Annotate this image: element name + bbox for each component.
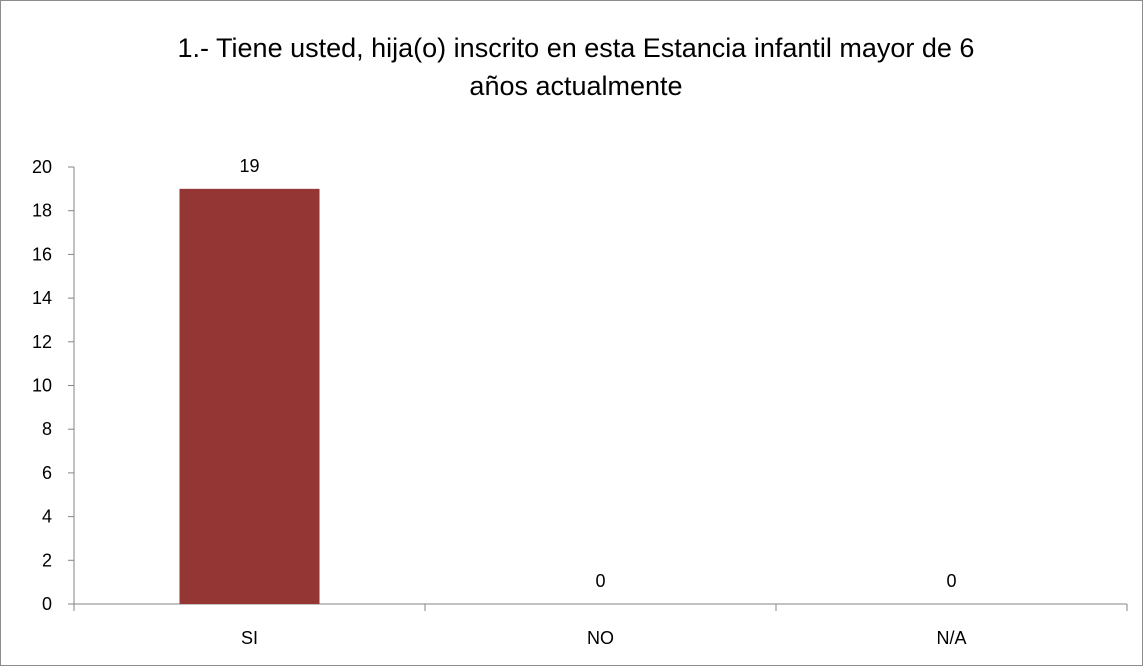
y-tick-label: 2	[42, 550, 52, 570]
data-label: 0	[946, 571, 956, 591]
y-tick-label: 10	[32, 376, 52, 396]
y-tick-label: 8	[42, 419, 52, 439]
y-axis-group: 0 2 4 6 8 10 12 14 16 18 20	[32, 157, 75, 614]
y-tick-label: 16	[32, 244, 52, 264]
data-label: 19	[239, 156, 259, 176]
y-tick-label: 12	[32, 332, 52, 352]
chart-title-line-1: 1.- Tiene usted, hija(o) inscrito en est…	[177, 33, 975, 63]
chart-title: 1.- Tiene usted, hija(o) inscrito en est…	[61, 29, 1091, 105]
y-tick-label: 4	[42, 507, 52, 527]
y-tick-label: 0	[42, 594, 52, 614]
y-tick-label: 18	[32, 201, 52, 221]
x-tick-label: N/A	[936, 628, 966, 648]
y-tick-label: 20	[32, 157, 52, 177]
x-tick-label: NO	[587, 628, 614, 648]
bar	[179, 188, 320, 604]
x-tick-label: SI	[241, 628, 258, 648]
data-label: 0	[595, 571, 605, 591]
y-tick-label: 6	[42, 463, 52, 483]
data-labels-group: 190 0	[239, 156, 956, 591]
y-tick-label: 14	[32, 288, 52, 308]
chart-title-line-2: años actualmente	[469, 71, 683, 101]
x-axis-group: SI NO N/A	[73, 603, 1128, 648]
bars-group	[179, 188, 320, 604]
